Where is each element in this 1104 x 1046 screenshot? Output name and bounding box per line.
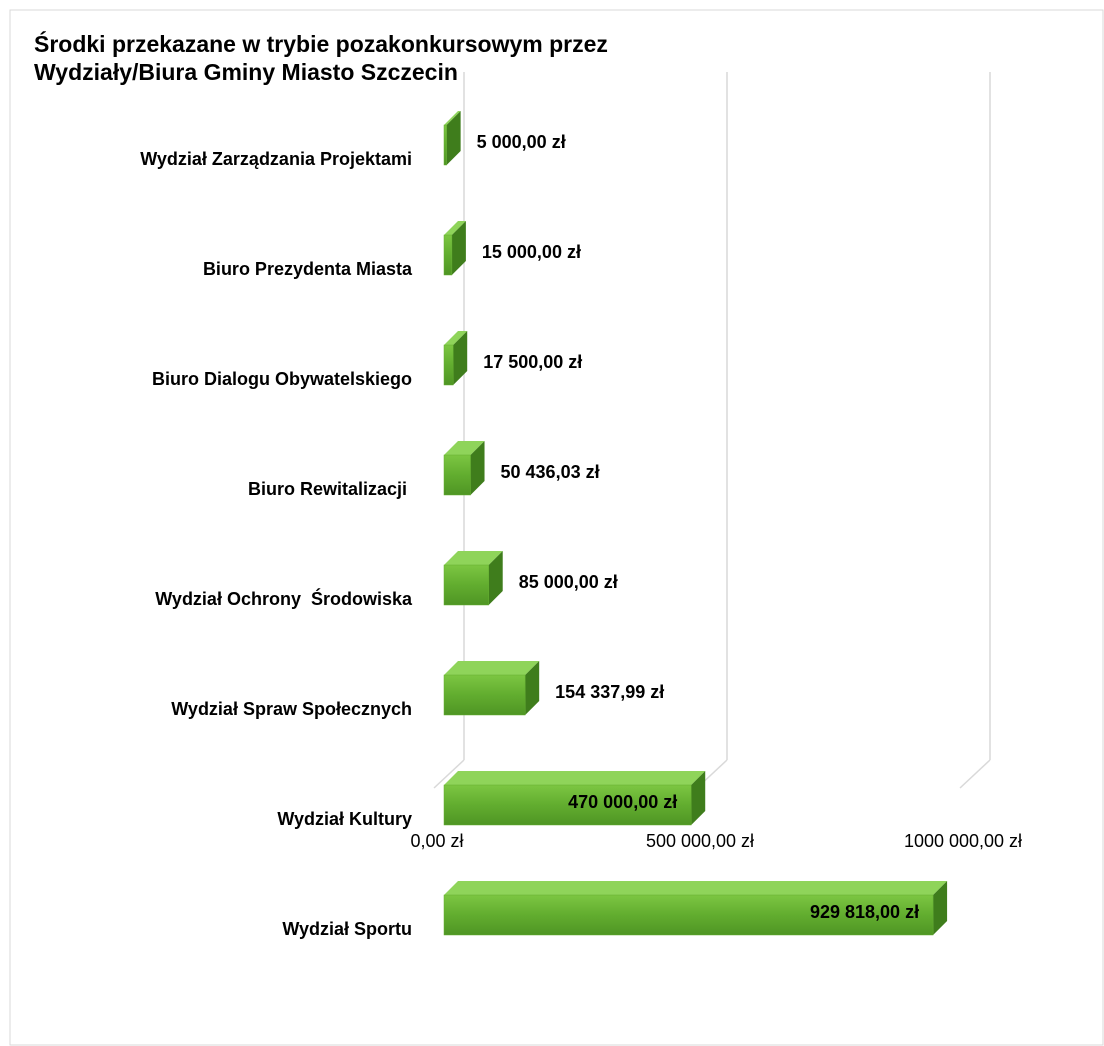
x-tick-label: 0,00 zł	[410, 831, 463, 851]
bar-side	[488, 551, 503, 605]
bar-front	[443, 344, 454, 386]
category-label: Wydział Zarządzania Projektami	[140, 149, 412, 169]
category-label: Biuro Dialogu Obywatelskiego	[152, 369, 412, 389]
chart-border	[9, 9, 1104, 1046]
chart-title: Wydziały/Biura Gminy Miasto Szczecin	[34, 59, 458, 85]
bar-side	[470, 441, 485, 495]
bar	[443, 551, 503, 606]
value-label: 15 000,00 zł	[482, 242, 581, 262]
value-label: 470 000,00 zł	[568, 792, 677, 812]
bar-top	[444, 331, 468, 345]
bar-top	[444, 111, 461, 125]
bar	[443, 441, 485, 496]
bar-top	[444, 771, 706, 785]
x-tick-label: 1000 000,00 zł	[904, 831, 1022, 851]
category-label: Wydział Ochrony Środowiska	[155, 588, 413, 609]
category-label: Biuro Prezydenta Miasta	[203, 259, 413, 279]
bar	[443, 881, 948, 936]
bar-front	[443, 454, 471, 496]
bar-front	[443, 894, 934, 936]
bar	[443, 771, 706, 826]
value-label: 50 436,03 zł	[501, 462, 600, 482]
bar-top	[444, 881, 948, 895]
bar-side	[691, 771, 706, 825]
bar-top	[444, 221, 466, 235]
grid-floor-line	[959, 759, 991, 789]
bar	[443, 331, 468, 386]
bar-side	[525, 661, 540, 715]
value-label: 154 337,99 zł	[555, 682, 664, 702]
bar	[443, 661, 540, 716]
bar-top	[444, 441, 485, 455]
bar-top	[444, 661, 540, 675]
bar-front	[443, 234, 453, 276]
bar-front	[443, 564, 489, 606]
category-label: Wydział Kultury	[277, 809, 412, 829]
bar-side	[933, 881, 948, 935]
value-label: 929 818,00 zł	[810, 902, 919, 922]
x-tick-label: 500 000,00 zł	[646, 831, 754, 851]
chart-title: Środki przekazane w trybie pozakonkursow…	[34, 30, 608, 57]
bar-front	[443, 784, 692, 826]
bar-side	[451, 221, 466, 275]
value-label: 17 500,00 zł	[483, 352, 582, 372]
bar-side	[446, 111, 461, 165]
bar	[443, 221, 466, 276]
bar-side	[453, 331, 468, 385]
bar	[443, 111, 461, 166]
bar-front	[443, 674, 526, 716]
category-label: Biuro Rewitalizacji	[248, 479, 412, 499]
bar-top	[444, 551, 503, 565]
grid-floor-line	[433, 759, 465, 789]
category-label: Wydział Spraw Społecznych	[171, 699, 412, 719]
bar-front	[443, 124, 447, 166]
value-label: 85 000,00 zł	[519, 572, 618, 592]
value-label: 5 000,00 zł	[477, 132, 566, 152]
category-label: Wydział Sportu	[282, 919, 412, 939]
